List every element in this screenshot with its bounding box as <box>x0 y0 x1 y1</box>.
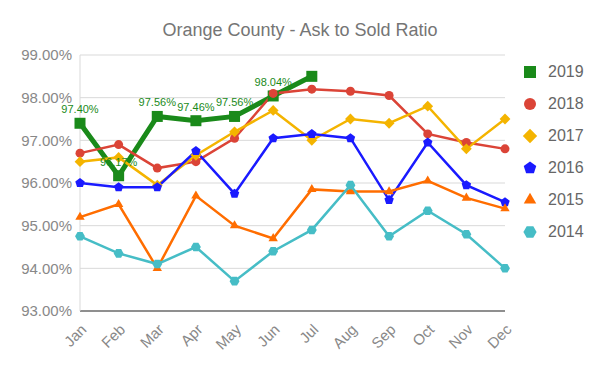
svg-text:Dec: Dec <box>484 320 515 351</box>
svg-text:97.00%: 97.00% <box>21 132 72 149</box>
html-text:2014: 2014 <box>548 223 584 240</box>
svg-text:Apr: Apr <box>177 321 206 350</box>
svg-text:96.00%: 96.00% <box>21 174 72 191</box>
html-text:2015: 2015 <box>548 191 584 208</box>
svg-text:98.00%: 98.00% <box>21 89 72 106</box>
html-text:2018: 2018 <box>548 95 584 112</box>
svg-text:Jun: Jun <box>254 321 283 350</box>
svg-text:96.17%: 96.17% <box>100 156 138 168</box>
svg-text:May: May <box>212 320 244 352</box>
svg-text:97.56%: 97.56% <box>139 96 177 108</box>
svg-text:Jul: Jul <box>296 321 322 347</box>
svg-text:97.56%: 97.56% <box>216 96 254 108</box>
svg-text:Nov: Nov <box>445 320 476 351</box>
svg-text:Feb: Feb <box>98 321 128 351</box>
svg-text:94.00%: 94.00% <box>21 260 72 277</box>
svg-text:95.00%: 95.00% <box>21 217 72 234</box>
svg-text:Oct: Oct <box>409 320 438 349</box>
svg-text:Sep: Sep <box>368 321 399 352</box>
html-text:Orange County - Ask to Sold Ra: Orange County - Ask to Sold Ratio <box>162 20 438 40</box>
svg-text:98.04%: 98.04% <box>255 76 293 88</box>
svg-text:97.46%: 97.46% <box>177 101 215 113</box>
svg-text:99.00%: 99.00% <box>21 46 72 63</box>
svg-text:97.40%: 97.40% <box>61 103 99 115</box>
html-text:2019: 2019 <box>548 63 584 80</box>
html-text:2017: 2017 <box>548 127 584 144</box>
svg-text:Mar: Mar <box>137 321 167 351</box>
html-text:2016: 2016 <box>548 159 584 176</box>
svg-text:Aug: Aug <box>329 321 360 352</box>
svg-text:93.00%: 93.00% <box>21 302 72 319</box>
svg-text:Jan: Jan <box>61 321 90 350</box>
